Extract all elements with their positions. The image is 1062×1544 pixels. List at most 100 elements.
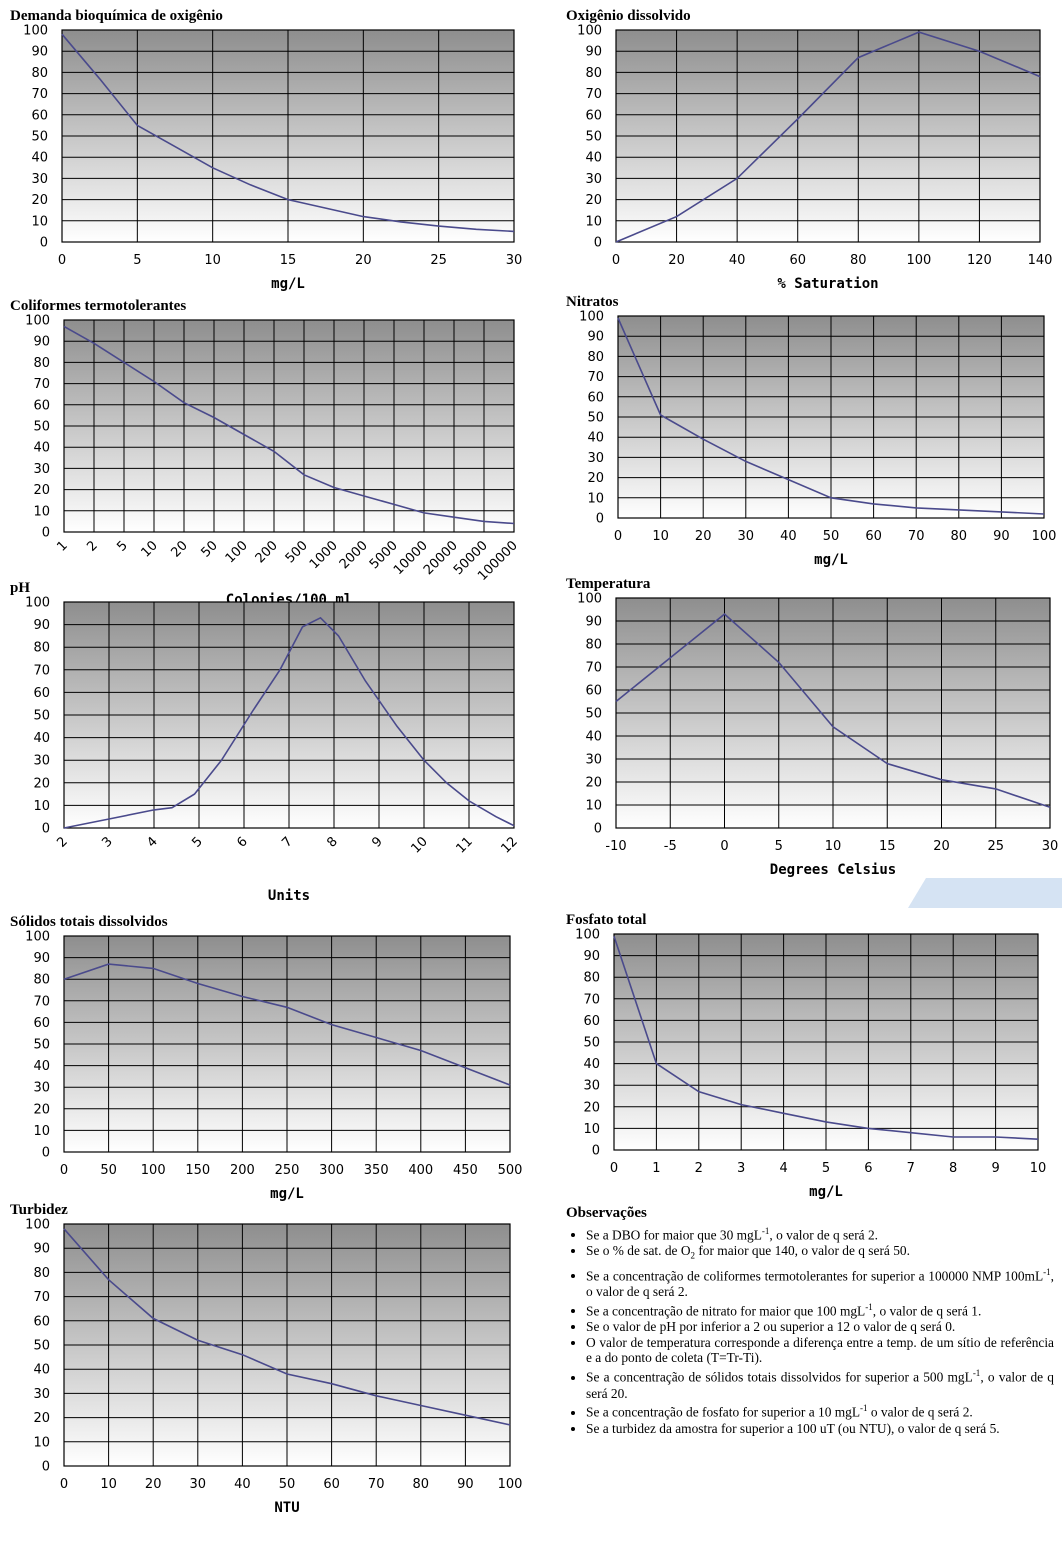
y-tick-label: 0 [596,512,604,527]
x-tick-label: 12 [499,834,521,856]
y-tick-label: 20 [33,1102,50,1117]
x-tick-label: 20 [695,529,712,544]
y-tick-label: 90 [583,949,600,964]
x-tick-label: 250 [275,1163,300,1178]
y-tick-label: 50 [31,130,48,145]
y-tick-label: 90 [31,45,48,60]
y-tick-label: 50 [583,1036,600,1051]
plot-frame [63,601,515,829]
y-tick-label: 100 [25,596,50,611]
y-tick-label: 0 [40,236,48,251]
y-tick-label: 60 [33,1016,50,1031]
y-tick-label: 80 [585,66,602,81]
x-tick-label: 0 [720,839,728,854]
x-tick-label: 10 [204,253,221,268]
x-tick-label: 50 [823,529,840,544]
y-tick-label: 50 [585,130,602,145]
y-tick-label: 60 [585,108,602,123]
x-axis-label: mg/L [809,1184,843,1200]
y-tick-label: 100 [23,24,48,39]
x-tick-label: 20 [145,1477,162,1492]
y-tick-label: 70 [585,87,602,102]
y-tick-label: 40 [31,151,48,166]
chart-ph: pH 2 3 4 5 6 7 8 9 10 11 12 0 10 20 30 40 50 60 70 80 90 100 Un… [10,576,554,906]
chart-oxigenio-dissolvido: Oxigênio dissolvido 0 20 40 60 80 100 120 140 0 10… [566,4,1062,320]
x-tick-label: 100 [906,253,931,268]
x-tick-label: 15 [879,839,896,854]
y-tick-label: 40 [585,730,602,745]
x-tick-label: 10 [652,529,669,544]
decorative-shape [908,878,1062,908]
y-tick-label: 0 [594,822,602,837]
y-tick-label: 0 [594,236,602,251]
x-tick-label: 8 [324,834,340,850]
x-tick-label: 20 [169,538,191,560]
plot-frame [615,29,1041,243]
x-tick-label: 150 [185,1163,210,1178]
y-tick-label: 50 [33,1339,50,1354]
y-tick-label: 30 [587,451,604,466]
y-tick-label: 80 [33,641,50,656]
y-tick-label: 50 [33,709,50,724]
chart-nitratos: Nitratos 0 10 20 30 40 50 60 70 80 90 100 0 10 20 30 40 5… [566,290,1062,596]
x-tick-label: 20 [668,253,685,268]
y-tick-label: 20 [31,193,48,208]
x-tick-label: 5 [189,834,205,850]
chart-title: Turbidez [10,1202,68,1218]
y-tick-label: 90 [33,1242,50,1257]
x-tick-label: 80 [850,253,867,268]
x-tick-label: 200 [253,538,281,566]
y-tick-label: 20 [33,483,50,498]
plot-frame [63,935,511,1153]
y-tick-label: 100 [579,310,604,325]
x-tick-label: 11 [454,834,476,856]
x-tick-label: 10 [825,839,842,854]
observation-item: Se a concentração de nitrato for maior q… [586,1300,1054,1319]
y-tick-label: 100 [577,592,602,607]
y-tick-label: 100 [577,24,602,39]
y-tick-label: 80 [583,971,600,986]
y-tick-label: 30 [33,1081,50,1096]
x-tick-label: 20 [355,253,372,268]
chart-title: Nitratos [566,294,619,310]
observation-item: Se o valor de pH por inferior a 2 ou sup… [586,1319,1054,1335]
x-tick-label: 40 [234,1477,251,1492]
plot-frame [617,315,1045,519]
series-line [63,616,515,829]
chart-temperatura: Temperatura -10 -5 0 5 10 15 20 25 30 0 10 20 30 40 50 6… [566,576,1062,906]
x-tick-label: 5 [775,839,783,854]
y-tick-label: 20 [587,471,604,486]
y-tick-label: 70 [33,994,50,1009]
y-tick-label: 40 [33,731,50,746]
y-tick-label: 60 [587,390,604,405]
y-tick-label: 80 [31,66,48,81]
observation-item: Se a turbidez da amostra for superior a … [586,1421,1054,1437]
x-tick-label: 70 [908,529,925,544]
x-axis-label: mg/L [271,276,305,292]
observations-list: Se a DBO for maior que 30 mgL-1, o valor… [566,1224,1054,1437]
x-tick-label: 10 [139,538,161,560]
y-tick-label: 0 [42,1146,50,1161]
x-axis-label: % Saturation [777,276,878,292]
x-tick-label: 25 [987,839,1004,854]
x-tick-label: 9 [991,1161,999,1176]
y-tick-label: 40 [33,1059,50,1074]
y-tick-label: 60 [583,1014,600,1029]
chart-fosfato-total: Fosfato total 0 1 2 3 4 5 6 7 8 9 10 0 10 20 30 40 50 60 70… [566,912,1062,1228]
y-tick-label: 90 [585,45,602,60]
observations-panel: Observações Se a DBO for maior que 30 mg… [566,1205,1054,1437]
y-tick-label: 40 [583,1057,600,1072]
series-line [63,963,511,1086]
y-tick-label: 80 [33,973,50,988]
y-tick-label: 20 [583,1100,600,1115]
chart-solidos-totais: Sólidos totais dissolvidos 0 50 100 150 200 25… [10,912,550,1230]
y-tick-label: 70 [31,87,48,102]
x-tick-label: 5 [822,1161,830,1176]
y-tick-label: 40 [33,1363,50,1378]
observation-item: Se a DBO for maior que 30 mgL-1, o valor… [586,1224,1054,1243]
x-axis-label: Units [268,888,310,904]
x-tick-label: 450 [453,1163,478,1178]
x-tick-label: 7 [907,1161,915,1176]
y-tick-label: 10 [33,1435,50,1450]
